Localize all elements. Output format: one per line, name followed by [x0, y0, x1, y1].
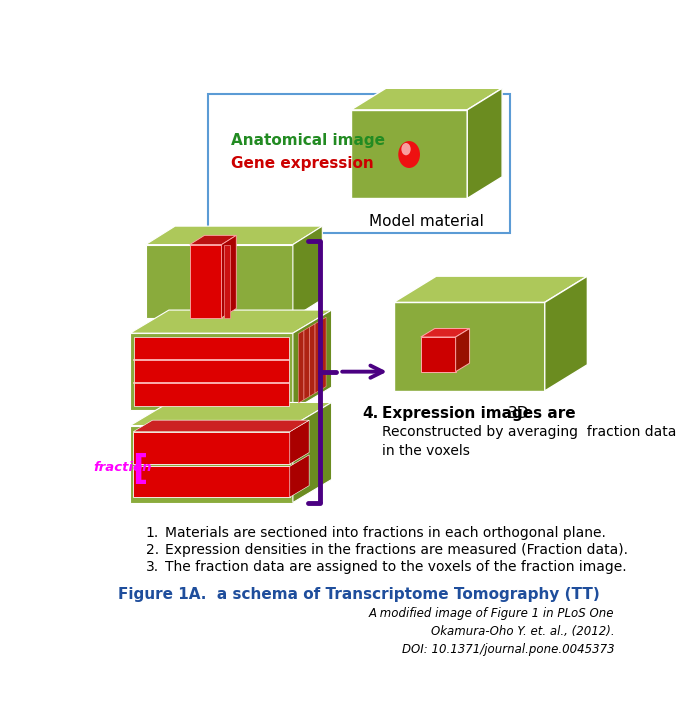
- Polygon shape: [146, 226, 322, 244]
- Polygon shape: [133, 466, 290, 497]
- Polygon shape: [456, 328, 470, 372]
- Ellipse shape: [398, 141, 420, 168]
- Polygon shape: [222, 236, 237, 318]
- Text: 3D: 3D: [508, 406, 529, 422]
- Text: A modified image of Figure 1 in PLoS One
Okamura-Oho Y. et. al., (2012).
DOI: 10: A modified image of Figure 1 in PLoS One…: [369, 607, 615, 656]
- Polygon shape: [421, 337, 456, 372]
- Text: The fraction data are assigned to the voxels of the fraction image.: The fraction data are assigned to the vo…: [165, 560, 626, 573]
- Polygon shape: [298, 330, 304, 403]
- Text: [: [: [132, 453, 147, 486]
- Polygon shape: [293, 226, 322, 318]
- Text: Figure 1A.  a schema of Transcriptome Tomography (TT): Figure 1A. a schema of Transcriptome Tom…: [118, 587, 600, 602]
- Text: Expression images are: Expression images are: [382, 406, 581, 422]
- Text: 4.: 4.: [363, 406, 379, 422]
- Text: Reconstructed by averaging  fraction data
in the voxels: Reconstructed by averaging fraction data…: [382, 425, 676, 458]
- Text: Gene expression: Gene expression: [231, 156, 374, 171]
- Polygon shape: [293, 310, 332, 410]
- Polygon shape: [309, 324, 315, 396]
- Text: 1.: 1.: [146, 526, 159, 539]
- Ellipse shape: [401, 143, 411, 155]
- Polygon shape: [133, 432, 290, 464]
- Text: fraction: fraction: [94, 461, 152, 474]
- Polygon shape: [130, 426, 293, 502]
- Polygon shape: [146, 244, 293, 318]
- Polygon shape: [421, 328, 470, 337]
- Polygon shape: [190, 244, 222, 318]
- Polygon shape: [321, 317, 326, 390]
- Polygon shape: [290, 420, 309, 464]
- Polygon shape: [315, 320, 321, 393]
- Polygon shape: [290, 455, 309, 497]
- Polygon shape: [293, 403, 332, 502]
- Polygon shape: [134, 337, 289, 406]
- Text: 2.: 2.: [146, 542, 159, 557]
- Polygon shape: [351, 110, 468, 198]
- Polygon shape: [545, 276, 587, 391]
- Polygon shape: [224, 244, 230, 318]
- Polygon shape: [304, 327, 309, 400]
- Polygon shape: [393, 302, 545, 391]
- Polygon shape: [351, 88, 502, 110]
- Polygon shape: [468, 88, 502, 198]
- Polygon shape: [133, 420, 309, 432]
- Polygon shape: [130, 403, 332, 426]
- FancyBboxPatch shape: [208, 95, 510, 233]
- Text: Anatomical image: Anatomical image: [231, 133, 385, 148]
- Polygon shape: [130, 333, 293, 410]
- Polygon shape: [190, 236, 237, 244]
- Text: Expression densities in the fractions are measured (Fraction data).: Expression densities in the fractions ar…: [165, 542, 628, 557]
- Polygon shape: [393, 276, 587, 302]
- Text: Model material: Model material: [369, 214, 484, 229]
- Text: Materials are sectioned into fractions in each orthogonal plane.: Materials are sectioned into fractions i…: [165, 526, 606, 539]
- Polygon shape: [130, 310, 332, 333]
- Text: 3.: 3.: [146, 560, 159, 573]
